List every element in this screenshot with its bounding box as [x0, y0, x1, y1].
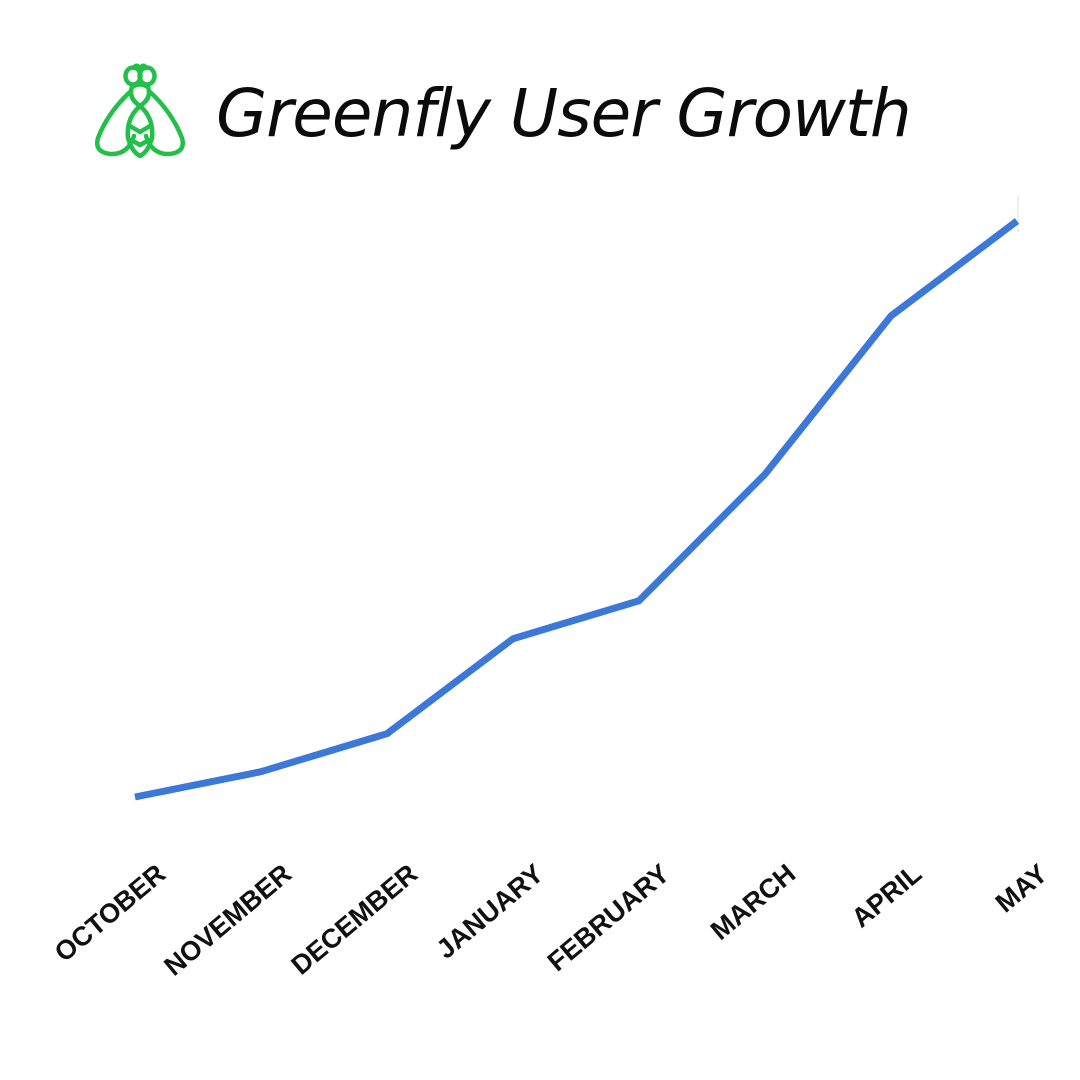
x-tick-label: FEBRUARY — [542, 858, 675, 977]
x-tick-label: MAY — [990, 858, 1053, 918]
header: Greenfly User Growth — [0, 0, 1080, 180]
plot-area — [134, 195, 1020, 801]
series-line — [134, 218, 1020, 801]
fly-icon — [95, 63, 185, 159]
x-tick-label: OCTOBER — [49, 858, 171, 967]
x-tick-label: MARCH — [705, 858, 801, 946]
x-tick-label: JANUARY — [431, 858, 549, 964]
x-tick-label: APRIL — [846, 858, 927, 933]
x-tick-label: NOVEMBER — [158, 858, 297, 981]
page-title: Greenfly User Growth — [216, 75, 912, 152]
x-tick-label: DECEMBER — [286, 858, 424, 980]
